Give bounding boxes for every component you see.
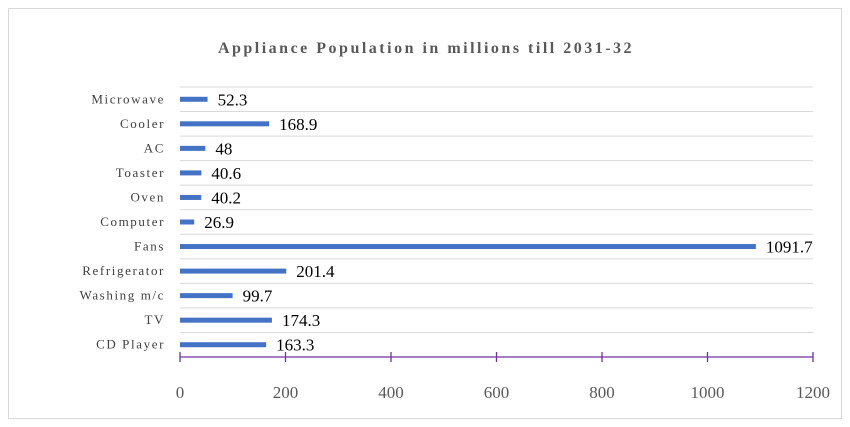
- chart-title: Appliance Population in millions till 20…: [218, 40, 634, 57]
- category-label: Computer: [100, 214, 165, 229]
- category-label: TV: [144, 312, 165, 327]
- x-tick-label: 1000: [691, 383, 725, 402]
- data-label: 40.6: [211, 164, 241, 183]
- data-label: 40.2: [211, 188, 241, 207]
- category-label: Washing m/c: [79, 288, 165, 303]
- bar-chart: Appliance Population in millions till 20…: [79, 40, 830, 402]
- bar-cd-player: [180, 342, 267, 348]
- bar-washing-m-c: [180, 293, 233, 299]
- category-label: Microwave: [91, 91, 165, 106]
- x-tick-label: 200: [273, 383, 299, 402]
- x-tick-labels: 0 200 400 600 800 1000 1200: [176, 383, 830, 402]
- bar-refrigerator: [180, 268, 287, 274]
- data-label: 168.9: [279, 115, 317, 134]
- category-labels: Microwave Cooler AC Toaster Oven Computer Fans…: [79, 91, 165, 352]
- category-label: Refrigerator: [82, 263, 165, 278]
- bar-toaster: [180, 170, 202, 176]
- category-label: Fans: [134, 239, 165, 254]
- data-label: 163.3: [276, 336, 314, 355]
- bars: [180, 96, 756, 348]
- category-label: Oven: [130, 189, 165, 204]
- data-label: 174.3: [282, 311, 320, 330]
- bar-computer: [180, 219, 195, 225]
- bar-fans: [180, 244, 756, 250]
- x-tick-label: 800: [589, 383, 615, 402]
- category-label: CD Player: [96, 337, 165, 352]
- data-label: 52.3: [218, 90, 248, 109]
- x-tick-label: 0: [176, 383, 185, 402]
- data-label: 48: [215, 139, 232, 158]
- x-axis: [179, 352, 814, 362]
- x-tick-label: 1200: [796, 383, 830, 402]
- bar-microwave: [180, 96, 208, 102]
- x-tick-label: 600: [484, 383, 510, 402]
- data-labels: 52.3 168.9 48 40.6 40.2 26.9 1091.7 201.4 99.7 17…: [204, 90, 813, 354]
- category-label: Toaster: [116, 165, 165, 180]
- bar-ac: [180, 145, 206, 151]
- bar-tv: [180, 317, 272, 323]
- data-label: 26.9: [204, 213, 234, 232]
- data-label: 201.4: [296, 262, 335, 281]
- bar-oven: [180, 194, 202, 200]
- chart-frame: Appliance Population in millions till 20…: [8, 8, 842, 419]
- gridlines: [180, 86, 813, 333]
- category-label: Cooler: [120, 116, 165, 131]
- x-tick-label: 400: [378, 383, 404, 402]
- category-label: AC: [144, 140, 165, 155]
- bar-cooler: [180, 121, 270, 127]
- data-label: 99.7: [243, 287, 273, 306]
- data-label: 1091.7: [766, 238, 813, 257]
